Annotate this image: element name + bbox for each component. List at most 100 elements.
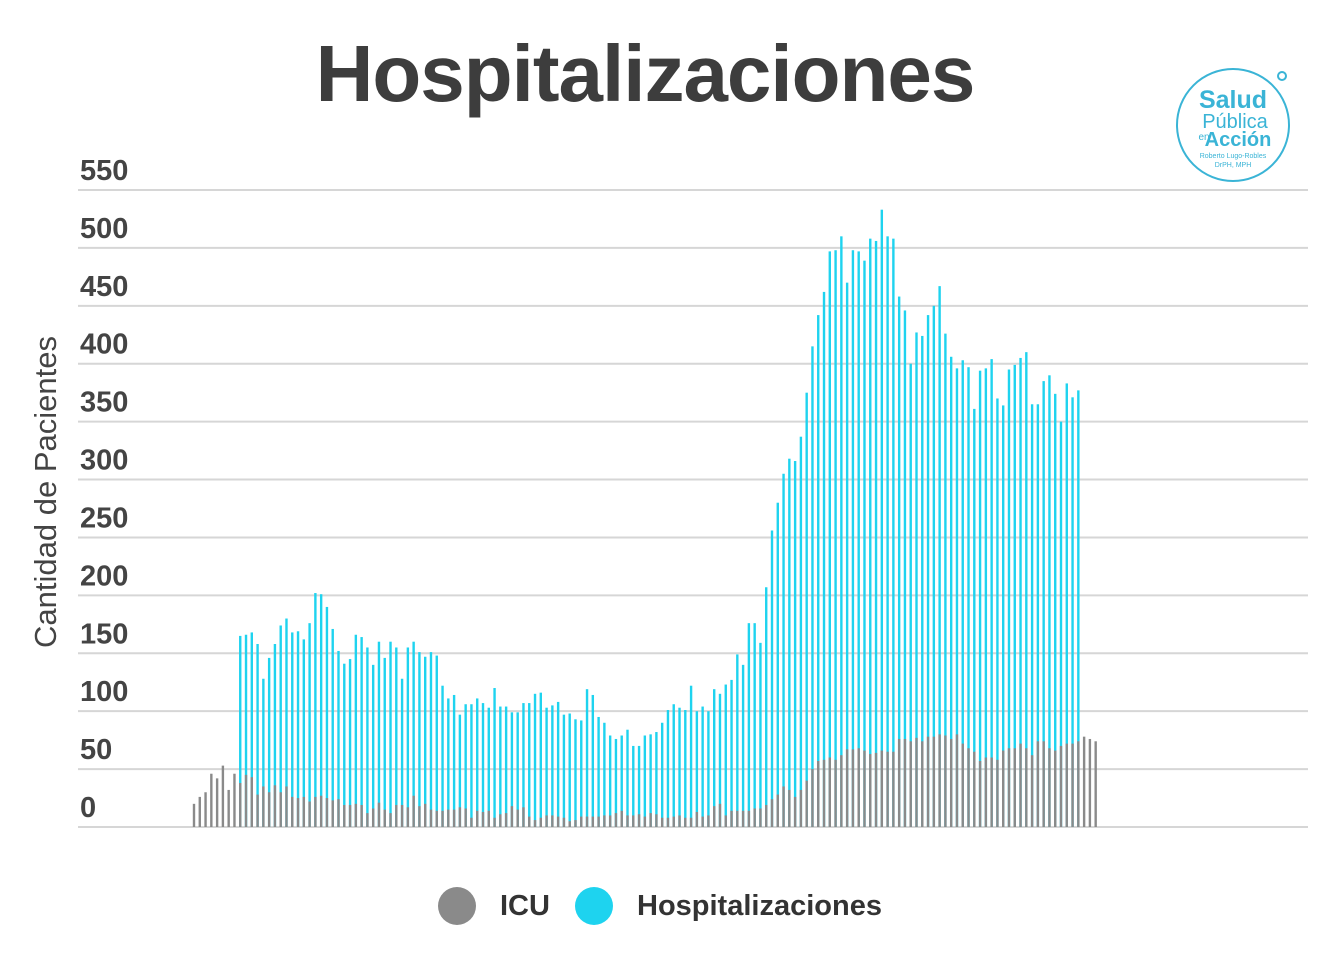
bar-icu-45 [452,809,456,827]
legend: ICU Hospitalizaciones [0,884,1344,928]
bar-icu-31 [371,808,375,827]
bar-hospitalizaciones-56 [516,712,519,827]
bar-hospitalizaciones-33 [383,657,386,827]
bar-hospitalizaciones-145 [1030,404,1034,827]
bar-hospitalizaciones-142 [1013,364,1016,827]
bar-icu-120 [886,751,889,827]
bar-icu-124 [909,741,912,827]
bar-icu-23 [325,798,329,827]
bar-hospitalizaciones-14 [273,644,277,827]
bar-icu-79 [649,813,652,827]
bar-icu-106 [805,780,808,827]
bar-icu-93 [730,810,733,827]
bar-hospitalizaciones-133 [961,360,964,827]
bar-hospitalizaciones-143 [1019,357,1022,827]
bar-hospitalizaciones-88 [701,706,704,827]
bar-icu-22 [319,795,323,827]
bar-hospitalizaciones-94 [736,654,739,827]
bar-hospitalizaciones-18 [296,631,300,827]
bar-hospitalizaciones-120 [886,236,889,827]
bar-icu-137 [984,757,988,827]
bar-hospitalizaciones-24 [331,628,334,827]
bar-icu-103 [788,789,791,827]
bar-icu-40 [424,803,427,827]
bar-icu-129 [938,734,941,827]
bar-hospitalizaciones-13 [267,657,271,827]
bar-hospitalizaciones-58 [528,703,531,827]
bar-icu-39 [418,806,421,827]
y-tick-50: 50 [80,734,112,766]
bar-hospitalizaciones-46 [458,714,462,827]
bar-icu-67 [580,816,583,827]
bar-hospitalizaciones-63 [556,701,560,827]
bar-icu-10 [250,777,253,827]
bar-hospitalizaciones-82 [666,710,670,827]
legend-swatch-hospitalizaciones [575,887,613,925]
bar-hospitalizaciones-90 [713,689,716,827]
bar-icu-145 [1030,755,1034,827]
bar-hospitalizaciones-29 [360,637,363,827]
bar-icu-16 [285,786,288,827]
bar-hospitalizaciones-93 [730,679,733,827]
legend-label-icu: ICU [500,889,550,922]
logo-line4: Acción [1205,129,1272,151]
bar-icu-146 [1036,741,1040,827]
y-tick-500: 500 [80,213,128,245]
bar-icu-0 [192,803,196,827]
bar-hospitalizaciones-62 [551,705,554,827]
y-axis-ticks: 0 50 100 150 200 250 300 350 400 450 500 550 [80,155,128,824]
bar-icu-4 [215,778,219,827]
bar-hospitalizaciones-148 [1048,375,1051,827]
bar-hospitalizaciones-86 [689,685,693,827]
bar-icu-69 [591,816,595,827]
bar-hospitalizaciones-23 [325,606,329,827]
bar-hospitalizaciones-73 [614,738,618,827]
logo-ring-dot [1277,71,1287,81]
bar-icu-1 [198,796,201,827]
bar-hospitalizaciones-136 [978,370,982,827]
bar-icu-50 [481,811,485,827]
bar-icu-113 [845,749,849,827]
bar-hospitalizaciones-149 [1054,393,1057,827]
bar-hospitalizaciones-85 [684,710,687,827]
bar-icu-154 [1082,736,1086,827]
bar-hospitalizaciones-111 [834,250,837,827]
y-tick-250: 250 [80,502,128,534]
bar-icu-81 [660,817,664,827]
bar-icu-147 [1042,741,1045,827]
bar-icu-6 [227,789,230,827]
bar-icu-41 [429,809,433,827]
bar-hospitalizaciones-114 [851,250,855,827]
bar-icu-131 [949,738,953,827]
y-tick-200: 200 [80,560,128,592]
bar-hospitalizaciones-81 [660,722,664,827]
bar-icu-44 [447,809,450,827]
bar-icu-13 [267,792,271,827]
bar-hospitalizaciones-131 [949,356,953,827]
series-icu [192,734,1097,827]
bar-icu-8 [239,782,242,827]
logo-line5: Roberto Lugo-Robles [1200,153,1267,160]
bar-icu-21 [314,796,317,827]
logo-line1: Salud [1199,86,1267,114]
bar-hospitalizaciones-130 [944,333,947,827]
bar-icu-100 [770,799,774,827]
bar-icu-86 [689,817,693,827]
bar-icu-59 [533,820,537,827]
bar-icu-12 [262,786,265,827]
bar-icu-30 [366,813,369,827]
bar-icu-34 [389,813,392,827]
bar-hospitalizaciones-42 [435,655,438,827]
bar-hospitalizaciones-96 [747,623,751,827]
bar-hospitalizaciones-57 [522,703,525,827]
bar-hospitalizaciones-102 [782,473,785,827]
bar-icu-64 [562,817,566,827]
bar-hospitalizaciones-54 [504,706,508,827]
bar-icu-82 [666,817,670,827]
bar-hospitalizaciones-121 [892,238,895,828]
bar-hospitalizaciones-118 [874,240,878,827]
bar-hospitalizaciones-27 [348,659,352,827]
bar-hospitalizaciones-44 [447,698,450,827]
bar-hospitalizaciones-53 [499,706,502,827]
bar-icu-11 [256,794,259,827]
